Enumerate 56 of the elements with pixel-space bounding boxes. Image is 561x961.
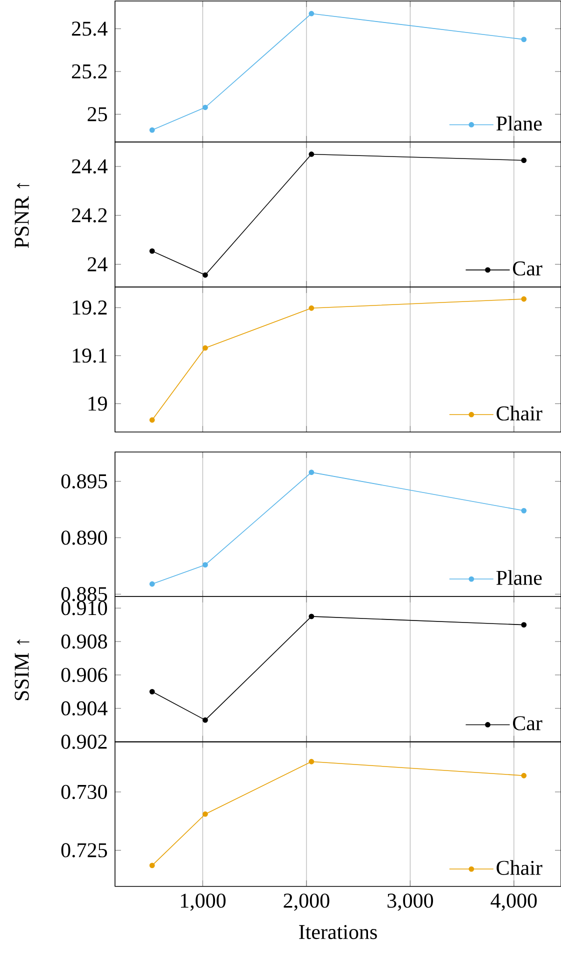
point <box>308 614 314 620</box>
y-tick-label: 25.2 <box>72 64 107 79</box>
point <box>149 248 155 254</box>
y-tick-label: 0.885 <box>61 587 107 602</box>
point <box>202 717 208 723</box>
point <box>149 127 155 133</box>
point <box>308 470 314 476</box>
y-tick-label: 0.904 <box>61 701 108 716</box>
legend-label: Plane <box>496 570 542 585</box>
legend-label: Car <box>512 716 542 730</box>
point <box>521 158 527 164</box>
y-tick-label: 24.4 <box>72 159 108 174</box>
y-tick-label: 19.1 <box>72 348 107 363</box>
y-tick-label: 24.2 <box>72 208 107 222</box>
y-tick-label: 0.890 <box>61 530 108 545</box>
point <box>202 104 208 110</box>
point <box>308 152 314 157</box>
y-axis-title: SSIM ↑ <box>14 640 30 700</box>
legend-label: Chair <box>496 406 542 421</box>
y-tick-label: 19.2 <box>72 300 107 315</box>
x-axis-title: Iterations <box>299 925 377 940</box>
y-tick-label: 25.4 <box>72 22 108 36</box>
y-tick-label: 25 <box>88 107 107 122</box>
x-tick-label: 1,000 <box>180 894 226 911</box>
point <box>308 10 314 16</box>
y-tick-label: 0.730 <box>61 784 108 800</box>
legend-label: Car <box>512 261 542 276</box>
y-tick-label: 0.902 <box>61 734 107 749</box>
legend-label: Plane <box>496 116 542 131</box>
y-tick-label: 0.910 <box>61 600 108 616</box>
y-tick-label: 0.725 <box>61 843 107 858</box>
point <box>521 772 527 778</box>
y-tick-label: 24 <box>88 257 108 272</box>
point <box>149 688 155 694</box>
x-tick-label: 3,000 <box>388 894 434 911</box>
point <box>202 811 208 817</box>
point <box>308 758 314 764</box>
point <box>521 296 527 302</box>
legend-label: Chair <box>496 860 542 875</box>
y-tick-label: 0.895 <box>61 474 107 488</box>
point <box>202 345 208 351</box>
point <box>202 562 208 568</box>
point <box>202 272 208 278</box>
y-tick-label: 0.908 <box>61 634 108 649</box>
x-tick-label: 4,000 <box>490 894 537 911</box>
x-tick-label: 2,000 <box>284 894 330 911</box>
point <box>308 305 314 311</box>
y-tick-label: 19 <box>88 396 107 411</box>
y-tick-label: 0.906 <box>61 668 108 682</box>
point <box>149 862 155 868</box>
point <box>149 417 155 423</box>
point <box>521 622 527 628</box>
point <box>521 508 527 514</box>
point <box>521 36 527 42</box>
y-axis-title: PSNR ↑ <box>14 183 30 248</box>
point <box>149 581 155 587</box>
